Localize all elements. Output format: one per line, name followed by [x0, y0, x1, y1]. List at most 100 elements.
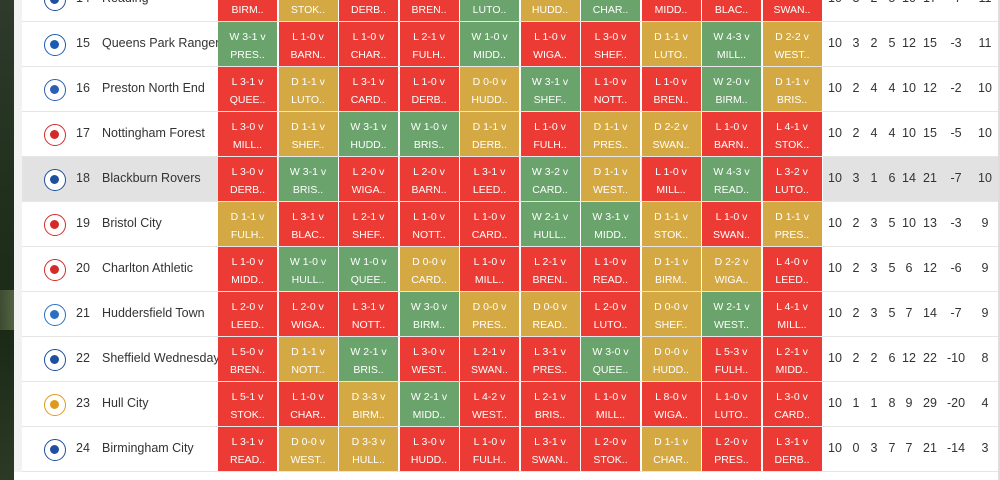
result-cell[interactable]: L 1-0 v NOTT..: [399, 202, 460, 246]
table-row[interactable]: 16 Preston North End L 3-1 v QUEE.. D 1-1 v L…: [14, 67, 1000, 112]
result-cell[interactable]: L 2-1 v BREN..: [520, 247, 581, 291]
result-cell[interactable]: L 1-0 v CHAR..: [339, 22, 399, 66]
result-cell[interactable]: L 8-0 v WIGA..: [641, 382, 702, 426]
result-cell[interactable]: L 2-0 v WIGA..: [278, 292, 339, 336]
result-cell[interactable]: W 3-2 v CARD..: [520, 157, 581, 201]
result-cell[interactable]: BREN..: [399, 0, 460, 21]
result-cell[interactable]: W 1-0 v QUEE..: [339, 247, 399, 291]
result-cell[interactable]: D 1-1 v LUTO..: [641, 22, 702, 66]
result-cell[interactable]: W 2-0 v BIRM..: [702, 67, 762, 111]
result-cell[interactable]: W 3-1 v PRES..: [218, 22, 278, 66]
result-cell[interactable]: D 1-1 v SHEF..: [278, 112, 339, 156]
table-row[interactable]: 15 Queens Park Rangers W 3-1 v PRES.. L 1-0 …: [14, 22, 1000, 67]
result-cell[interactable]: L 1-0 v CHAR..: [278, 382, 339, 426]
result-cell[interactable]: L 1-0 v LUTO..: [702, 382, 762, 426]
result-cell[interactable]: L 3-0 v MILL..: [218, 112, 278, 156]
result-cell[interactable]: L 5-0 v BREN..: [218, 337, 278, 381]
result-cell[interactable]: L 3-0 v WEST..: [399, 337, 460, 381]
result-cell[interactable]: D 1-1 v NOTT..: [278, 337, 339, 381]
result-cell[interactable]: D 1-1 v BRIS..: [762, 67, 823, 111]
result-cell[interactable]: W 4-3 v MILL..: [702, 22, 762, 66]
result-cell[interactable]: L 1-0 v MILL..: [581, 382, 641, 426]
result-cell[interactable]: L 1-0 v BARN..: [702, 112, 762, 156]
result-cell[interactable]: L 3-0 v SHEF..: [581, 22, 641, 66]
result-cell[interactable]: BLAC..: [702, 0, 762, 21]
result-cell[interactable]: L 1-0 v FULH..: [520, 112, 581, 156]
result-cell[interactable]: L 1-0 v READ..: [581, 247, 641, 291]
team-name[interactable]: Huddersfield Town: [102, 306, 205, 320]
result-cell[interactable]: L 3-1 v CARD..: [339, 67, 399, 111]
result-cell[interactable]: W 2-1 v BRIS..: [339, 337, 399, 381]
result-cell[interactable]: D 0-0 v HUDD..: [641, 337, 702, 381]
result-cell[interactable]: L 5-3 v FULH..: [702, 337, 762, 381]
result-cell[interactable]: LUTO..: [460, 0, 520, 21]
result-cell[interactable]: L 2-1 v MIDD..: [762, 337, 823, 381]
result-cell[interactable]: D 0-0 v WEST..: [278, 427, 339, 471]
result-cell[interactable]: L 1-0 v MILL..: [460, 247, 520, 291]
result-cell[interactable]: L 3-1 v READ..: [218, 427, 278, 471]
result-cell[interactable]: L 1-0 v MILL..: [641, 157, 702, 201]
result-cell[interactable]: D 1-1 v FULH..: [218, 202, 278, 246]
result-cell[interactable]: W 1-0 v BRIS..: [399, 112, 460, 156]
result-cell[interactable]: D 0-0 v HUDD..: [460, 67, 520, 111]
team-name[interactable]: Charlton Athletic: [102, 261, 194, 275]
result-cell[interactable]: L 3-1 v PRES..: [520, 337, 581, 381]
result-cell[interactable]: L 2-0 v PRES..: [702, 427, 762, 471]
team-name[interactable]: Queens Park Rangers: [102, 36, 226, 50]
table-row[interactable]: 14 Reading BIRM.. STOK.. DERB.. BREN.. LUTO.. H…: [14, 0, 1000, 22]
table-row[interactable]: 22 Sheffield Wednesday L 5-0 v BREN.. D 1-1 …: [14, 337, 1000, 382]
team-name[interactable]: Birmingham City: [102, 441, 194, 455]
result-cell[interactable]: L 2-1 v BRIS..: [520, 382, 581, 426]
result-cell[interactable]: W 2-1 v HULL..: [520, 202, 581, 246]
result-cell[interactable]: W 3-1 v BRIS..: [278, 157, 339, 201]
result-cell[interactable]: D 1-1 v CHAR..: [641, 427, 702, 471]
result-cell[interactable]: W 3-0 v BIRM..: [399, 292, 460, 336]
result-cell[interactable]: D 3-3 v HULL..: [339, 427, 399, 471]
result-cell[interactable]: L 3-1 v BLAC..: [278, 202, 339, 246]
result-cell[interactable]: D 1-1 v BIRM..: [641, 247, 702, 291]
result-cell[interactable]: L 1-0 v DERB..: [399, 67, 460, 111]
team-name[interactable]: Reading: [102, 0, 149, 5]
result-cell[interactable]: W 4-3 v READ..: [702, 157, 762, 201]
result-cell[interactable]: W 3-1 v HUDD..: [339, 112, 399, 156]
result-cell[interactable]: L 4-2 v WEST..: [460, 382, 520, 426]
result-cell[interactable]: W 2-1 v WEST..: [702, 292, 762, 336]
result-cell[interactable]: D 3-3 v BIRM..: [339, 382, 399, 426]
result-cell[interactable]: D 1-1 v STOK..: [641, 202, 702, 246]
result-cell[interactable]: L 3-0 v DERB..: [218, 157, 278, 201]
result-cell[interactable]: W 1-0 v HULL..: [278, 247, 339, 291]
result-cell[interactable]: D 1-1 v DERB..: [460, 112, 520, 156]
result-cell[interactable]: D 0-0 v CARD..: [399, 247, 460, 291]
result-cell[interactable]: D 2-2 v SWAN..: [641, 112, 702, 156]
table-row[interactable]: 24 Birmingham City L 3-1 v READ.. D 0-0 v WES…: [14, 427, 1000, 472]
result-cell[interactable]: D 0-0 v READ..: [520, 292, 581, 336]
result-cell[interactable]: MIDD..: [641, 0, 702, 21]
result-cell[interactable]: L 3-1 v NOTT..: [339, 292, 399, 336]
result-cell[interactable]: DERB..: [339, 0, 399, 21]
result-cell[interactable]: D 1-1 v PRES..: [581, 112, 641, 156]
result-cell[interactable]: D 0-0 v PRES..: [460, 292, 520, 336]
result-cell[interactable]: CHAR..: [581, 0, 641, 21]
team-name[interactable]: Preston North End: [102, 81, 205, 95]
result-cell[interactable]: L 1-0 v BARN..: [278, 22, 339, 66]
table-row[interactable]: 17 Nottingham Forest L 3-0 v MILL.. D 1-1 v S…: [14, 112, 1000, 157]
result-cell[interactable]: D 1-1 v PRES..: [762, 202, 823, 246]
result-cell[interactable]: W 3-1 v SHEF..: [520, 67, 581, 111]
result-cell[interactable]: L 1-0 v FULH..: [460, 427, 520, 471]
result-cell[interactable]: L 2-0 v WIGA..: [339, 157, 399, 201]
result-cell[interactable]: L 1-0 v WIGA..: [520, 22, 581, 66]
team-name[interactable]: Blackburn Rovers: [102, 171, 201, 185]
team-name[interactable]: Hull City: [102, 396, 149, 410]
result-cell[interactable]: L 2-1 v FULH..: [399, 22, 460, 66]
team-name[interactable]: Sheffield Wednesday: [102, 351, 220, 365]
result-cell[interactable]: L 1-0 v BREN..: [641, 67, 702, 111]
result-cell[interactable]: L 2-0 v LUTO..: [581, 292, 641, 336]
result-cell[interactable]: L 2-0 v BARN..: [399, 157, 460, 201]
result-cell[interactable]: L 2-1 v SHEF..: [339, 202, 399, 246]
table-row[interactable]: 23 Hull City L 5-1 v STOK.. L 1-0 v CHAR.. D 3…: [14, 382, 1000, 427]
result-cell[interactable]: L 1-0 v MIDD..: [218, 247, 278, 291]
table-row[interactable]: 19 Bristol City D 1-1 v FULH.. L 3-1 v BLAC..…: [14, 202, 1000, 247]
result-cell[interactable]: W 1-0 v MIDD..: [460, 22, 520, 66]
result-cell[interactable]: D 0-0 v SHEF..: [641, 292, 702, 336]
result-cell[interactable]: L 5-1 v STOK..: [218, 382, 278, 426]
